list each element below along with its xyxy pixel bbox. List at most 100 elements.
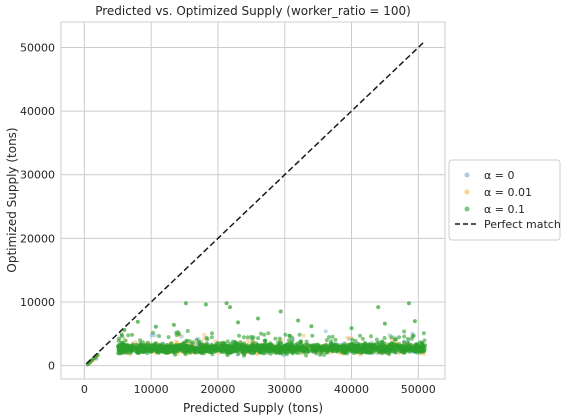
data-point (183, 301, 188, 306)
data-point (236, 348, 241, 352)
data-point (134, 342, 139, 347)
data-point (365, 344, 370, 349)
data-point (421, 348, 426, 353)
data-point (297, 350, 302, 355)
data-point (382, 341, 387, 346)
data-point (355, 350, 359, 355)
data-point (278, 309, 283, 314)
legend-box (448, 159, 561, 241)
data-point (401, 343, 406, 348)
data-point (199, 351, 204, 355)
data-point (333, 347, 338, 352)
data-point (143, 344, 148, 348)
data-point (260, 348, 264, 353)
data-point (295, 341, 300, 346)
data-point (196, 341, 201, 346)
data-point (406, 341, 411, 346)
data-point (256, 316, 260, 321)
data-point (187, 339, 192, 344)
data-point (236, 351, 241, 356)
data-point (377, 349, 382, 354)
plot-area (60, 21, 446, 380)
y-tick-label: 30000 (20, 169, 55, 182)
data-point (171, 322, 176, 327)
data-point (273, 336, 278, 341)
data-point (382, 321, 387, 326)
legend-label-alpha-0: α = 0 (484, 169, 514, 182)
data-point (406, 301, 411, 306)
y-tick-label: 10000 (20, 296, 55, 309)
data-point (271, 347, 276, 352)
data-point (324, 347, 329, 352)
data-point (287, 333, 292, 338)
data-point (252, 348, 257, 353)
data-point (211, 344, 216, 349)
data-point (259, 345, 264, 350)
data-point (210, 331, 214, 336)
data-point (138, 338, 143, 343)
data-point (120, 350, 125, 355)
data-point (173, 352, 177, 357)
data-point (176, 347, 181, 352)
data-point (181, 347, 186, 352)
data-point (279, 349, 284, 354)
data-point (166, 335, 171, 340)
perfect-match-line (85, 40, 426, 365)
data-point (319, 351, 324, 355)
data-point (182, 340, 187, 345)
data-point (392, 337, 397, 342)
data-point (163, 344, 168, 349)
data-point (350, 337, 355, 342)
x-tick-label: 20000 (200, 383, 235, 396)
data-point (382, 336, 387, 340)
x-tick-label: 0 (81, 383, 88, 396)
data-point (202, 332, 207, 337)
legend-label-alpha-0.01: α = 0.01 (484, 186, 532, 199)
data-point (251, 351, 256, 356)
data-point (309, 324, 314, 329)
data-point (119, 332, 124, 337)
data-point (412, 319, 417, 324)
data-point (262, 332, 267, 337)
data-point (353, 338, 358, 343)
data-point (374, 337, 379, 342)
data-point (297, 345, 302, 350)
data-point (322, 343, 327, 348)
data-point (390, 346, 395, 351)
data-point (151, 330, 155, 335)
data-point (364, 349, 369, 353)
data-point (420, 344, 425, 349)
data-point (284, 349, 288, 354)
data-point (269, 342, 274, 347)
data-point (232, 346, 237, 351)
data-point (393, 350, 397, 355)
data-point (224, 301, 229, 306)
data-point (237, 333, 241, 338)
data-point (259, 331, 263, 336)
data-point (240, 348, 245, 352)
data-point (304, 339, 309, 344)
data-point (363, 340, 368, 345)
data-point (401, 350, 406, 355)
data-point (231, 339, 236, 344)
data-point (176, 330, 181, 335)
data-point (397, 335, 401, 340)
data-point (135, 319, 140, 324)
data-point (281, 344, 286, 349)
data-point (395, 345, 399, 349)
data-point (372, 342, 377, 347)
data-point (146, 348, 151, 353)
data-point (278, 340, 283, 345)
data-point (214, 346, 219, 351)
data-point (406, 336, 410, 341)
data-point (149, 345, 154, 349)
data-point (120, 341, 125, 346)
data-point (266, 331, 271, 336)
data-point (389, 335, 394, 340)
y-axis-label: Optimized Supply (tons) (5, 127, 19, 272)
data-point (297, 332, 302, 337)
data-point (219, 345, 224, 349)
data-point (179, 334, 184, 339)
data-point (358, 346, 363, 351)
